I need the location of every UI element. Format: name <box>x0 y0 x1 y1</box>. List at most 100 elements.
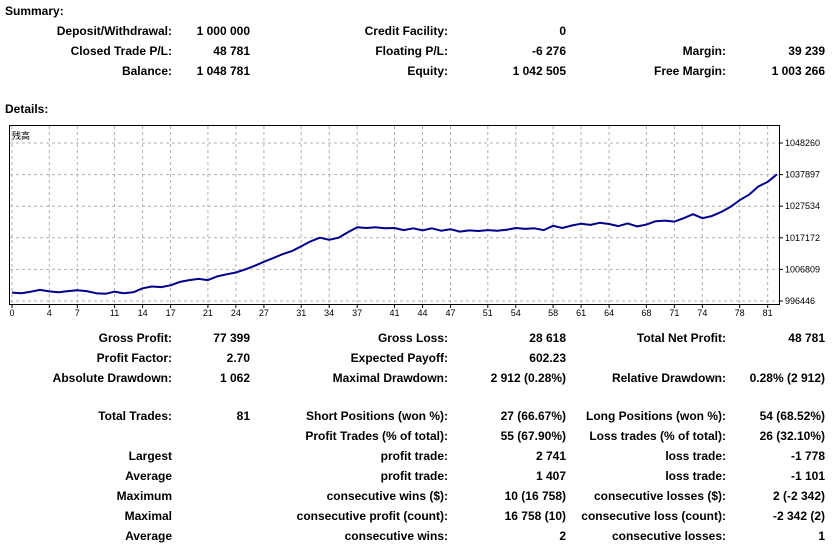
long-positions-value: 54 (68.52%) <box>759 409 825 423</box>
gross-profit-label: Gross Profit: <box>98 331 172 345</box>
maximal-drawdown-value: 2 912 (0.28%) <box>490 371 566 385</box>
x-tick-label: 24 <box>231 308 241 318</box>
expected-payoff-value: 602.23 <box>529 351 566 365</box>
largest-loss-trade-label: loss trade: <box>665 449 726 463</box>
x-tick-label: 68 <box>641 308 651 318</box>
x-tick-label: 74 <box>697 308 707 318</box>
total-trades-value: 81 <box>236 409 250 423</box>
x-tick-label: 41 <box>389 308 399 318</box>
x-tick-label: 71 <box>669 308 679 318</box>
gross-loss-label: Gross Loss: <box>377 331 448 345</box>
free-margin-label: Free Margin: <box>653 64 726 78</box>
total-net-profit-value: 48 781 <box>788 331 825 345</box>
closed-pl-label: Closed Trade P/L: <box>70 44 172 58</box>
details-heading: Details: <box>5 102 49 116</box>
average-label: Average <box>125 469 172 483</box>
x-tick-label: 27 <box>259 308 269 318</box>
x-tick-label: 17 <box>166 308 176 318</box>
x-tick-label: 47 <box>445 308 455 318</box>
loss-trades-value: 26 (32.10%) <box>759 429 825 443</box>
margin-label: Margin: <box>682 44 726 58</box>
total-net-profit-label: Total Net Profit: <box>636 331 726 345</box>
summary-heading: Summary: <box>5 4 64 18</box>
x-tick-label: 14 <box>138 308 148 318</box>
balance-chart-svg: 1048260 1037897 1027534 1017172 1006809 99644… <box>9 126 820 318</box>
max-consecutive-losses-value: 2 (-2 342) <box>772 489 825 503</box>
long-positions-label: Long Positions (won %): <box>586 409 726 423</box>
relative-drawdown-value: 0.28% (2 912) <box>749 371 825 385</box>
margin-value: 39 239 <box>788 44 825 58</box>
maximal-consecutive-loss-label: consecutive loss (count): <box>581 509 726 523</box>
average-profit-trade-value: 1 407 <box>535 469 566 483</box>
avg-consecutive-losses-label: consecutive losses: <box>611 529 726 543</box>
max-consecutive-wins-label: consecutive wins ($): <box>326 489 448 503</box>
avg-consecutive-wins-label: consecutive wins: <box>344 529 448 543</box>
y-tick-label: 1017172 <box>785 233 820 243</box>
y-tick-label: 1048260 <box>785 138 820 148</box>
largest-loss-trade-value: -1 778 <box>790 449 825 463</box>
maximal-consecutive-profit-label: consecutive profit (count): <box>296 509 448 523</box>
balance-value: 1 048 781 <box>196 64 250 78</box>
chart-corner-label: 残高 <box>12 132 31 142</box>
x-tick-label: 51 <box>483 308 493 318</box>
x-tick-label: 31 <box>296 308 306 318</box>
balance-label: Balance: <box>121 64 172 78</box>
expected-payoff-label: Expected Payoff: <box>350 351 448 365</box>
profit-trades-value: 55 (67.90%) <box>500 429 566 443</box>
profit-factor-value: 2.70 <box>226 351 250 365</box>
x-tick-label: 81 <box>763 308 773 318</box>
x-tick-label: 37 <box>352 308 362 318</box>
absolute-drawdown-label: Absolute Drawdown: <box>52 371 172 385</box>
profit-factor-label: Profit Factor: <box>96 351 172 365</box>
profit-trades-label: Profit Trades (% of total): <box>305 429 448 443</box>
closed-pl-value: 48 781 <box>213 44 250 58</box>
average-loss-trade-label: loss trade: <box>665 469 726 483</box>
x-tick-label: 7 <box>75 308 80 318</box>
average-profit-trade-label: profit trade: <box>380 469 448 483</box>
avg-consecutive-wins-value: 2 <box>559 529 566 543</box>
gross-loss-value: 28 618 <box>529 331 566 345</box>
x-tick-label: 78 <box>735 308 745 318</box>
x-tick-label: 21 <box>203 308 213 318</box>
average2-label: Average <box>125 529 172 543</box>
gross-profit-value: 77 399 <box>213 331 250 345</box>
total-trades-label: Total Trades: <box>98 409 172 423</box>
floating-pl-label: Floating P/L: <box>375 44 448 58</box>
x-tick-label: 61 <box>576 308 586 318</box>
maximal-label: Maximal <box>124 509 172 523</box>
short-positions-value: 27 (66.67%) <box>500 409 566 423</box>
balance-series-line <box>11 173 778 295</box>
x-tick-label: 44 <box>417 308 427 318</box>
x-tick-label: 11 <box>110 308 119 318</box>
y-tick-label: 1006809 <box>785 264 820 274</box>
y-tick-label: 1027534 <box>785 201 820 211</box>
short-positions-label: Short Positions (won %): <box>306 409 448 423</box>
loss-trades-label: Loss trades (% of total): <box>589 429 726 443</box>
y-tick-label: 996446 <box>785 296 815 306</box>
y-tick-label: 1037897 <box>785 170 820 180</box>
maximum-label: Maximum <box>116 489 172 503</box>
largest-profit-trade-label: profit trade: <box>380 449 448 463</box>
floating-pl-value: -6 276 <box>531 44 566 58</box>
max-consecutive-wins-value: 10 (16 758) <box>504 489 566 503</box>
credit-value: 0 <box>559 24 566 38</box>
largest-label: Largest <box>128 449 172 463</box>
average-loss-trade-value: -1 101 <box>790 469 825 483</box>
largest-profit-trade-value: 2 741 <box>535 449 566 463</box>
credit-label: Credit Facility: <box>364 24 448 38</box>
balance-chart <box>9 125 780 305</box>
max-consecutive-losses-label: consecutive losses ($): <box>593 489 726 503</box>
free-margin-value: 1 003 266 <box>771 64 825 78</box>
relative-drawdown-label: Relative Drawdown: <box>611 371 726 385</box>
equity-label: Equity: <box>407 64 448 78</box>
deposit-value: 1 000 000 <box>196 24 250 38</box>
absolute-drawdown-value: 1 062 <box>219 371 250 385</box>
maximal-consecutive-profit-value: 16 758 (10) <box>504 509 566 523</box>
x-tick-label: 0 <box>9 308 14 318</box>
x-tick-label: 64 <box>604 308 614 318</box>
x-tick-label: 34 <box>324 308 334 318</box>
avg-consecutive-losses-value: 1 <box>818 529 825 543</box>
maximal-consecutive-loss-value: -2 342 (2) <box>772 509 825 523</box>
x-tick-label: 54 <box>511 308 521 318</box>
maximal-drawdown-label: Maximal Drawdown: <box>332 371 448 385</box>
